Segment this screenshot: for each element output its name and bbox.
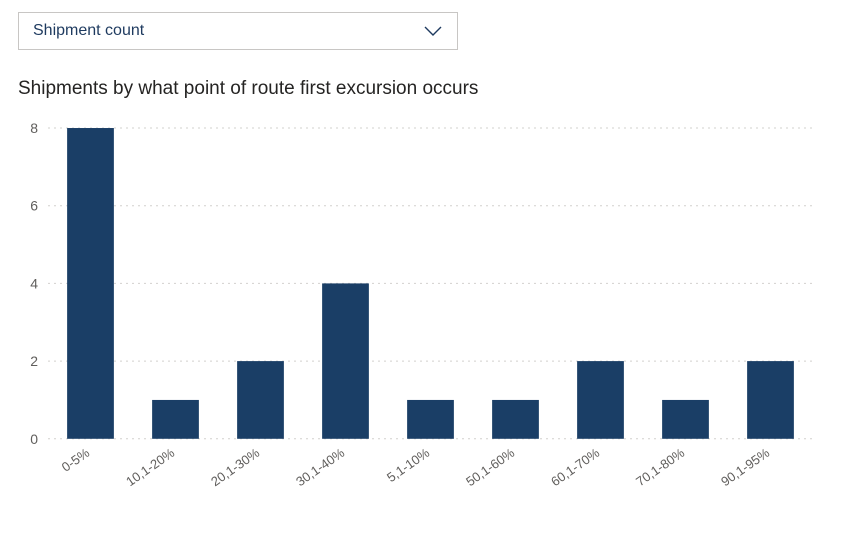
svg-text:90,1-95%: 90,1-95% xyxy=(718,445,772,490)
svg-text:0-5%: 0-5% xyxy=(59,445,93,475)
chart-title: Shipments by what point of route first e… xyxy=(18,78,823,100)
svg-text:30,1-40%: 30,1-40% xyxy=(293,445,347,490)
x-tick: 0-5% xyxy=(59,445,93,475)
bar xyxy=(747,361,794,439)
bar xyxy=(67,128,114,439)
svg-text:5,1-10%: 5,1-10% xyxy=(384,445,433,485)
svg-text:20,1-30%: 20,1-30% xyxy=(208,445,262,490)
bar xyxy=(577,361,624,439)
bar xyxy=(237,361,284,439)
y-tick: 6 xyxy=(30,198,38,214)
svg-text:0: 0 xyxy=(30,431,38,447)
bar xyxy=(407,400,454,439)
x-tick: 5,1-10% xyxy=(384,445,433,485)
bar xyxy=(322,283,369,438)
svg-text:60,1-70%: 60,1-70% xyxy=(548,445,602,490)
widget-container: Shipment count Shipments by what point o… xyxy=(0,0,841,539)
x-tick: 70,1-80% xyxy=(633,445,687,490)
y-tick: 0 xyxy=(30,431,38,447)
y-tick: 2 xyxy=(30,353,38,369)
metric-dropdown-label: Shipment count xyxy=(33,22,144,40)
metric-dropdown[interactable]: Shipment count xyxy=(18,12,458,50)
x-tick: 90,1-95% xyxy=(718,445,772,490)
x-tick: 60,1-70% xyxy=(548,445,602,490)
bar xyxy=(152,400,199,439)
svg-text:8: 8 xyxy=(30,120,38,136)
x-tick: 10,1-20% xyxy=(123,445,177,490)
svg-text:50,1-60%: 50,1-60% xyxy=(463,445,517,490)
svg-text:10,1-20%: 10,1-20% xyxy=(123,445,177,490)
chevron-down-icon xyxy=(423,25,443,37)
svg-text:70,1-80%: 70,1-80% xyxy=(633,445,687,490)
bar xyxy=(662,400,709,439)
y-tick: 8 xyxy=(30,120,38,136)
svg-text:6: 6 xyxy=(30,198,38,214)
x-tick: 50,1-60% xyxy=(463,445,517,490)
x-tick: 30,1-40% xyxy=(293,445,347,490)
svg-text:4: 4 xyxy=(30,275,38,291)
bar xyxy=(492,400,539,439)
y-tick: 4 xyxy=(30,275,38,291)
x-tick: 20,1-30% xyxy=(208,445,262,490)
bar-chart: 0 2 4 6 8 0-5% 10,1-20% 20,1-30% 30,1-40% 5,1-10%… xyxy=(18,120,823,521)
svg-text:2: 2 xyxy=(30,353,38,369)
